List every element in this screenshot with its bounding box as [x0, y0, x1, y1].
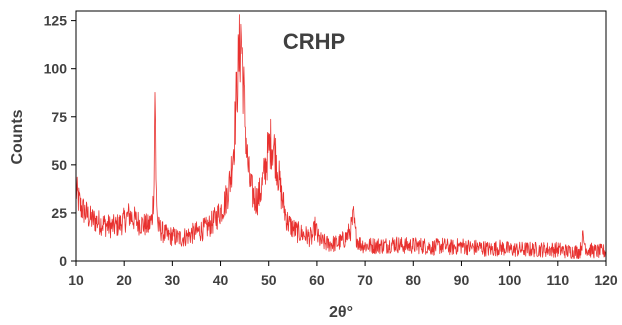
x-tick-label: 20: [116, 272, 132, 288]
x-tick-label: 90: [454, 272, 470, 288]
y-tick-label: 125: [44, 13, 68, 29]
series-line-0: [75, 14, 607, 259]
x-tick-label: 100: [498, 272, 522, 288]
x-tick-label: 70: [357, 272, 373, 288]
x-tick-label: 10: [68, 272, 84, 288]
x-tick-label: 80: [405, 272, 421, 288]
y-tick-label: 100: [44, 61, 68, 77]
x-tick-label: 120: [594, 272, 618, 288]
ticks-layer: 10 20 30 40 50 60 70 80 90 100 110 120 0 25 50 75 100 125: [44, 13, 618, 288]
y-tick-label: 75: [51, 109, 67, 125]
y-tick-label: 50: [51, 157, 67, 173]
x-tick-label: 50: [261, 272, 277, 288]
x-tick-label: 110: [547, 272, 570, 288]
x-axis-title: 2θ°: [329, 304, 353, 321]
y-tick-label: 25: [51, 205, 67, 221]
y-tick-label: 0: [59, 253, 67, 269]
x-tick-label: 40: [213, 272, 229, 288]
plot-frame: [75, 10, 607, 262]
x-tick-label: 60: [309, 272, 325, 288]
chart-title: CRHP: [283, 29, 345, 54]
plot-layer: [75, 14, 607, 259]
y-axis-title: Counts: [9, 109, 26, 164]
x-tick-label: 30: [165, 272, 181, 288]
